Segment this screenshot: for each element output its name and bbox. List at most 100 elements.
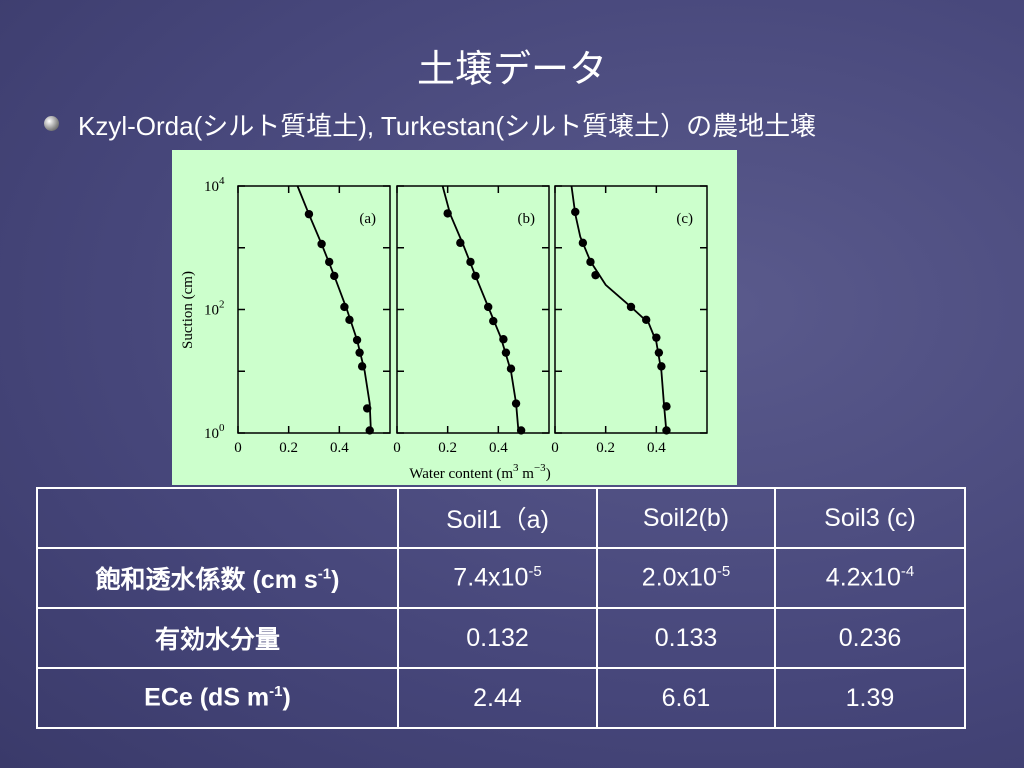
data-point	[466, 257, 475, 267]
data-point	[325, 257, 334, 267]
cell-text: Soil1（a)	[446, 506, 549, 534]
y-tick-label: 104	[204, 175, 225, 195]
cell-text: Soil3 (c)	[824, 503, 916, 532]
data-point	[586, 257, 595, 267]
y-tick-base: 10	[204, 426, 219, 442]
data-table: Soil1（a) Soil2(b) Soil3 (c) 飽和透水係数 (cm s-1)…	[36, 487, 966, 729]
data-point	[662, 426, 671, 435]
cell-text: )	[282, 683, 291, 712]
table-cell: 2.44	[397, 667, 598, 729]
table-cell: 0.236	[774, 607, 966, 669]
table-cell: 7.4x10-5	[397, 547, 598, 609]
x-axis-label-part: Water content (m	[409, 466, 513, 482]
cell-text: 2.44	[473, 683, 522, 712]
table-header-row: Soil1（a) Soil2(b) Soil3 (c)	[36, 487, 966, 549]
cell-text: 飽和透水係数 (cm s	[95, 566, 318, 594]
data-point	[654, 348, 664, 357]
x-tick-label: 0	[234, 440, 242, 456]
table-cell: 4.2x10-4	[774, 547, 966, 609]
data-point	[652, 333, 661, 342]
data-point	[501, 348, 511, 357]
data-point	[352, 335, 362, 345]
table-cell: Soil2(b)	[596, 487, 776, 549]
data-point	[357, 362, 367, 371]
data-point	[571, 207, 580, 217]
data-point	[578, 238, 588, 248]
table-row: ECe (dS m-1) 2.44 6.61 1.39	[36, 667, 966, 729]
y-tick-exp: 0	[219, 422, 225, 434]
cell-text: ECe (dS m	[144, 683, 270, 712]
data-point	[506, 364, 516, 373]
x-axis-label-part: )	[546, 466, 551, 482]
data-point	[456, 238, 465, 248]
table-row: 飽和透水係数 (cm s-1) 7.4x10-5 2.0x10-5 4.2x10-4	[36, 547, 966, 609]
data-point	[363, 404, 372, 413]
table-cell: 0.132	[397, 607, 598, 669]
cell-text: )	[331, 566, 340, 594]
cell-text: 0.132	[466, 623, 529, 652]
data-point	[662, 402, 671, 411]
cell-text: 2.0x10	[641, 563, 717, 592]
x-tick-label: 0	[551, 440, 559, 456]
figure-background	[172, 150, 737, 485]
cell-superscript: -5	[716, 563, 731, 581]
table-cell: 有効水分量	[36, 607, 399, 669]
cell-superscript: -4	[900, 563, 915, 581]
data-point	[317, 239, 326, 249]
data-point	[443, 209, 452, 218]
y-tick-exp: 4	[219, 175, 225, 187]
cell-text: 0.236	[838, 623, 902, 652]
cell-superscript: -1	[269, 683, 283, 701]
panel-label: (b)	[518, 211, 536, 227]
data-point	[642, 315, 651, 325]
data-point	[330, 271, 339, 281]
y-tick-base: 10	[204, 179, 219, 195]
y-tick-label: 102	[204, 299, 225, 319]
data-point	[345, 315, 354, 325]
data-point	[471, 271, 480, 281]
y-axis-label: Suction (cm)	[180, 271, 196, 349]
cell-text: 7.4x10	[453, 563, 529, 592]
x-tick-label: 0.2	[596, 440, 615, 456]
data-point	[516, 426, 526, 435]
cell-text: 0.133	[654, 623, 718, 652]
cell-text: 有効水分量	[154, 626, 280, 654]
cell-superscript: -1	[317, 565, 332, 583]
cell-text: Soil2(b)	[642, 503, 730, 532]
x-axis-label-part: m	[519, 466, 535, 482]
table-cell: 1.39	[774, 667, 966, 729]
table-cell: 6.61	[596, 667, 776, 729]
table-row: 有効水分量 0.132 0.133 0.236	[36, 607, 966, 669]
data-point	[340, 302, 349, 312]
panel-label: (a)	[359, 211, 376, 227]
table-cell: 飽和透水係数 (cm s-1)	[36, 547, 399, 609]
data-point	[484, 302, 493, 312]
data-point	[365, 426, 374, 435]
table-cell: 2.0x10-5	[596, 547, 776, 609]
x-tick-label: 0.2	[438, 440, 457, 456]
table-cell: 0.133	[596, 607, 776, 669]
x-tick-label: 0.4	[647, 440, 666, 456]
data-point	[499, 335, 508, 344]
panel-label: (c)	[676, 211, 693, 227]
x-tick-label: 0.4	[330, 440, 349, 456]
x-tick-label: 0.4	[489, 440, 508, 456]
cell-text: 1.39	[845, 683, 895, 712]
x-axis-label-sup: 3	[513, 462, 519, 474]
x-tick-label: 0	[393, 440, 401, 456]
x-axis-label-sup: −3	[534, 462, 546, 474]
bullet-text: Kzyl-Orda(シルト質埴土), Turkestan(シルト質壌土）の農地土…	[78, 111, 817, 141]
data-point	[657, 362, 666, 371]
y-tick-label: 100	[204, 422, 225, 442]
data-point	[591, 270, 600, 280]
y-tick-base: 10	[204, 303, 219, 319]
cell-superscript: -5	[528, 563, 542, 581]
cell-text: 6.61	[661, 683, 711, 712]
y-tick-exp: 2	[219, 299, 225, 311]
bullet-icon	[44, 116, 59, 131]
data-point	[489, 316, 498, 326]
slide-title: 土壌データ	[416, 49, 607, 91]
data-point	[511, 399, 521, 408]
